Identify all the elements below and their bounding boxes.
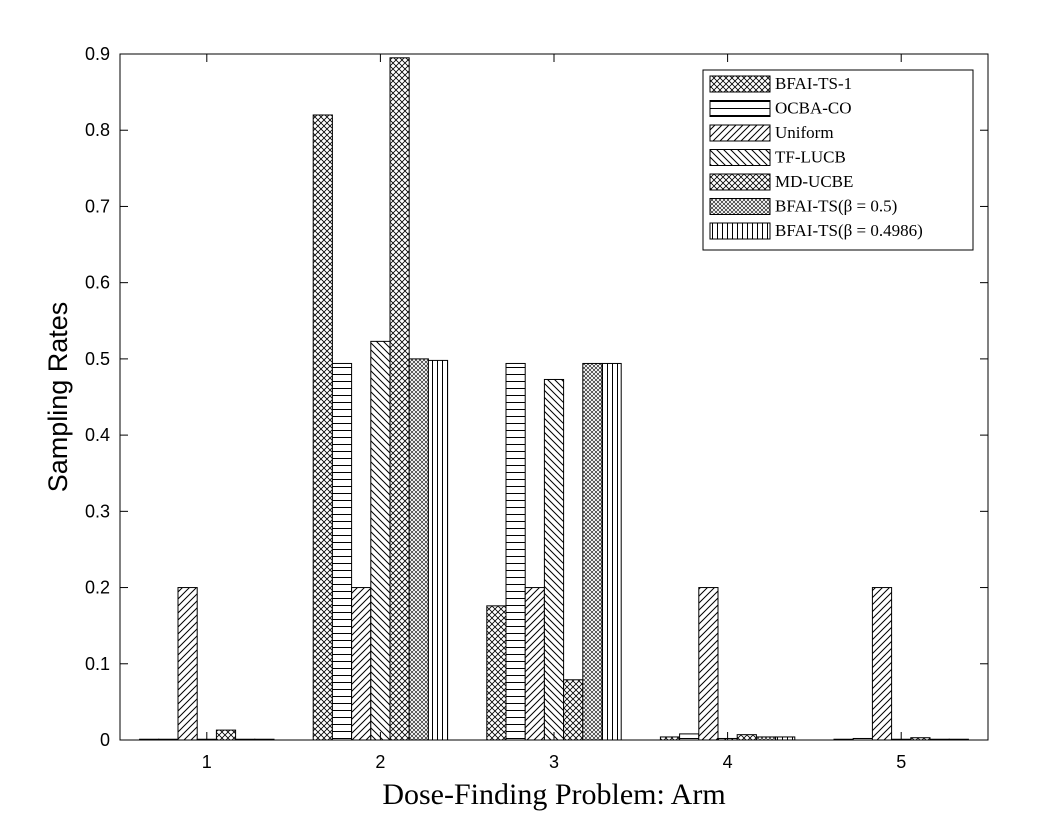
legend-label: BFAI-TS(β = 0.5) [775,197,897,216]
bar-1-arm-2 [312,114,333,741]
x-tick-label: 1 [202,752,212,772]
legend: BFAI-TS-1 OCBA-CO Uniform TF-LUCB MD-UCBE BFA… [702,69,974,251]
legend-label: BFAI-TS-1 [775,74,852,93]
bar-2-arm-2 [331,362,353,741]
bar-3-arm-2 [351,587,372,741]
y-tick-label: 0.5 [85,349,110,369]
y-tick-label: 0.8 [85,120,110,140]
bar-1-arm-3 [486,605,507,741]
legend-swatch [709,149,771,166]
y-tick-label: 0.1 [85,654,110,674]
bar-5-arm-2 [389,57,410,741]
bar-2-arm-3 [505,362,526,741]
bar-3-arm-5 [871,587,893,741]
y-tick-label: 0.4 [85,425,110,445]
bars-layer [139,57,969,741]
bar-4-arm-2 [370,340,391,741]
x-tick-label: 2 [375,752,385,772]
bar-3-arm-3 [524,587,545,741]
legend-label: MD-UCBE [775,172,853,191]
bar-5-arm-3 [563,679,584,741]
x-axis-label: Dose-Finding Problem: Arm [382,778,725,811]
bar-6-arm-2 [408,358,429,741]
legend-label: OCBA-CO [775,99,852,118]
legend-label: BFAI-TS(β = 0.4986) [775,221,923,240]
bar-5-arm-4 [736,734,757,741]
y-tick-label: 0 [100,730,110,750]
y-tick-label: 0.6 [85,273,110,293]
legend-swatch [709,173,771,191]
legend-swatch [709,75,771,93]
y-tick-label: 0.9 [85,44,110,64]
x-axis-ticks: 1 2 3 4 5 [202,54,906,772]
y-axis-label: Sampling Rates [43,302,73,493]
legend-swatch [709,222,771,240]
legend-label: Uniform [775,123,834,142]
bar-7-arm-2 [427,359,449,741]
legend-swatch [709,124,771,142]
y-tick-label: 0.3 [85,501,110,521]
bar-5-arm-1 [215,729,237,741]
bar-2-arm-4 [679,733,700,741]
legend-swatch [709,198,771,215]
legend-swatch [709,100,771,117]
bar-3-arm-4 [698,587,719,741]
x-tick-label: 4 [723,752,733,772]
plot-frame [119,53,989,741]
bar-4-arm-3 [543,378,565,741]
x-tick-label: 3 [549,752,559,772]
legend-label: TF-LUCB [775,148,846,167]
bar-6-arm-3 [582,362,603,741]
bar-3-arm-1 [177,587,198,741]
x-tick-label: 5 [896,752,906,772]
bar-7-arm-3 [601,362,622,741]
y-axis-ticks: 0 0.1 0.2 0.3 0.4 0.5 0.6 0.7 0.8 0.9 [85,44,988,750]
y-tick-label: 0.2 [85,578,110,598]
y-tick-label: 0.7 [85,196,110,216]
